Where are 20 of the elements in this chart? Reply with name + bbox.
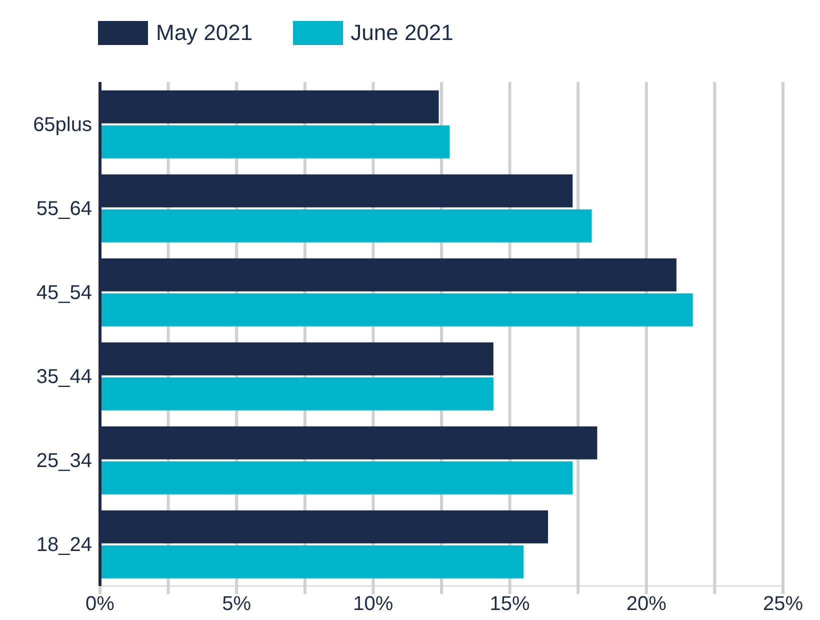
x-tick-label: 15% [490, 593, 530, 616]
bar [100, 377, 494, 410]
x-tick-label: 5% [222, 593, 252, 616]
y-tick-label: 25_34 [36, 450, 92, 472]
bar [100, 545, 524, 578]
bar [100, 293, 693, 326]
y-tick-label: 18_24 [36, 534, 92, 556]
y-tick-label: 55_64 [36, 198, 92, 220]
bar [100, 125, 450, 158]
x-tick-label: 20% [626, 593, 667, 616]
bar [100, 209, 592, 242]
x-tick-label: 10% [353, 593, 394, 616]
x-tick-label: 25% [762, 593, 804, 616]
y-tick-label: 65plus [33, 114, 92, 136]
legend-label: May 2021 [156, 20, 253, 46]
y-tick-label: 35_44 [36, 366, 92, 388]
x-tick-label: 0% [86, 593, 115, 616]
bar [100, 461, 573, 494]
y-tick-label: 45_54 [36, 282, 92, 304]
legend-label: June 2021 [350, 20, 454, 46]
